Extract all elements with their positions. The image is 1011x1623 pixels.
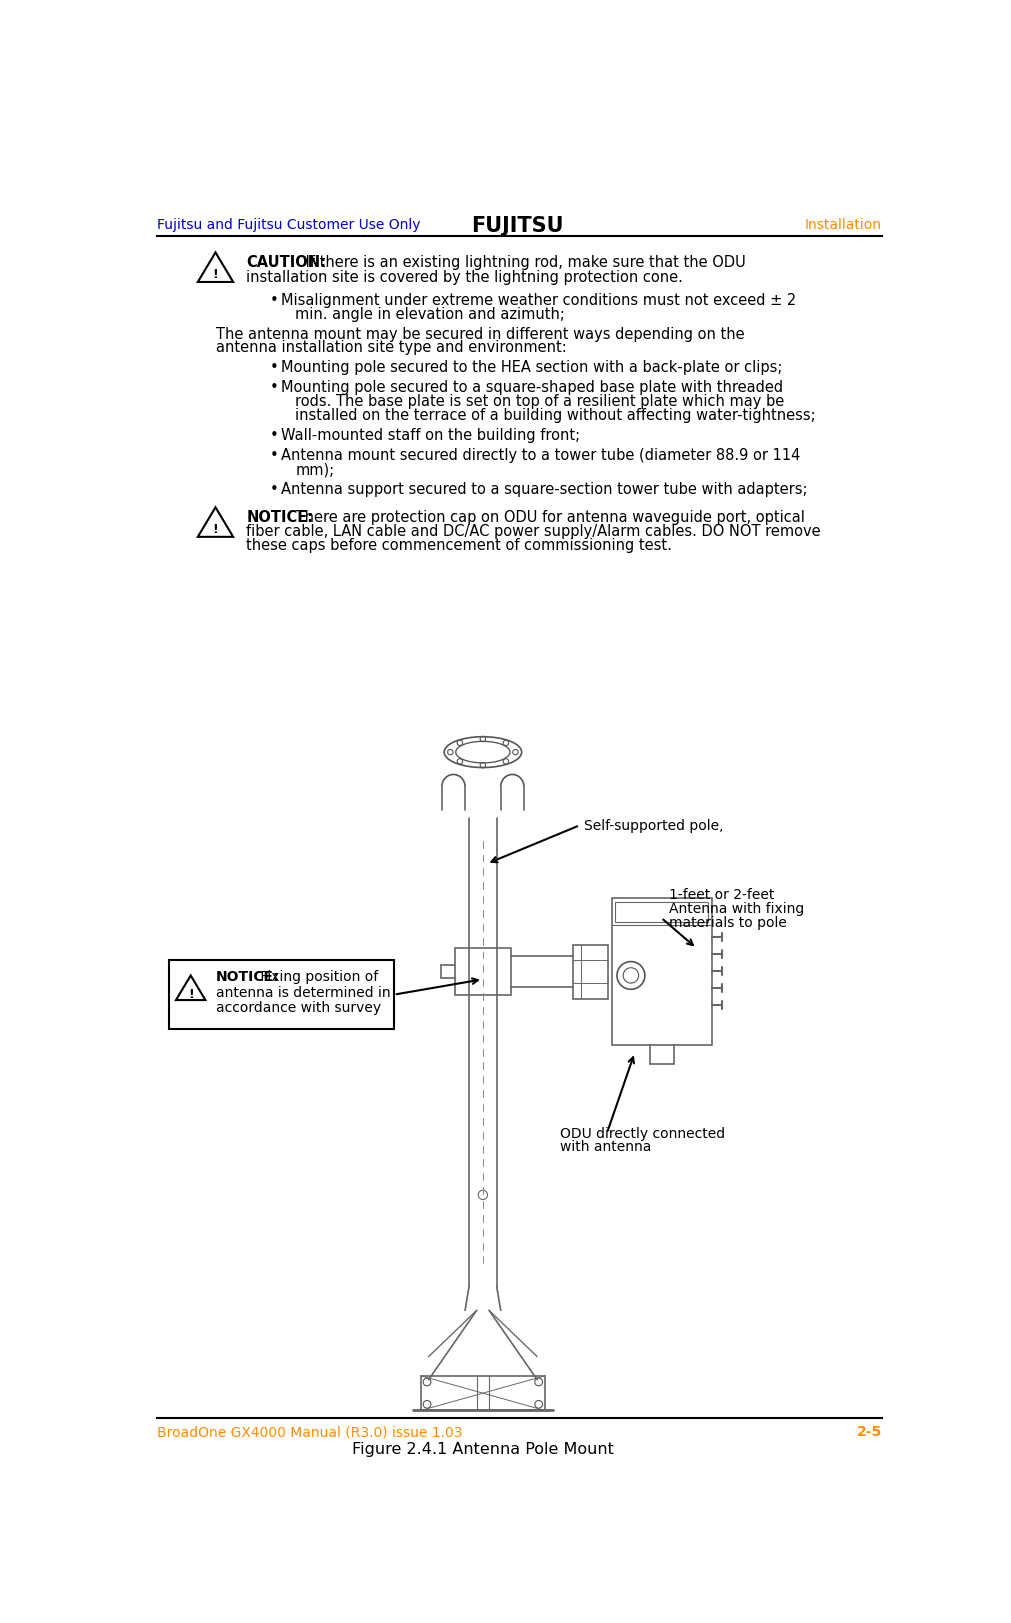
Text: materials to pole: materials to pole (669, 915, 787, 928)
Text: There are protection cap on ODU for antenna waveguide port, optical: There are protection cap on ODU for ante… (291, 510, 805, 524)
Text: NOTICE:: NOTICE: (215, 969, 279, 984)
Text: 2-5: 2-5 (856, 1425, 882, 1438)
Text: mm);: mm); (295, 463, 335, 477)
Text: FUJITSU: FUJITSU (471, 216, 564, 237)
Text: •: • (270, 292, 278, 307)
Text: •: • (270, 360, 278, 375)
Text: Antenna support secured to a square-section tower tube with adapters;: Antenna support secured to a square-sect… (281, 482, 808, 497)
Bar (169, 961, 393, 1029)
Text: NOTICE:: NOTICE: (247, 510, 313, 524)
Text: antenna installation site type and environment:: antenna installation site type and envir… (215, 341, 566, 355)
Text: •: • (270, 428, 278, 443)
Text: •: • (270, 380, 278, 396)
Text: ODU directly connected: ODU directly connected (560, 1126, 726, 1139)
Text: Misalignment under extreme weather conditions must not exceed ± 2: Misalignment under extreme weather condi… (281, 292, 797, 307)
Text: BroadOne GX4000 Manual (R3.0) issue 1.03: BroadOne GX4000 Manual (R3.0) issue 1.03 (158, 1425, 463, 1438)
Text: Installation: Installation (805, 217, 882, 232)
Text: •: • (270, 448, 278, 463)
Bar (573, 945, 608, 998)
Text: !: ! (188, 987, 193, 1000)
Text: installation site is covered by the lightning protection cone.: installation site is covered by the ligh… (247, 269, 683, 284)
Bar (455, 949, 511, 995)
Text: •: • (270, 482, 278, 497)
Text: min. angle in elevation and azimuth;: min. angle in elevation and azimuth; (295, 307, 565, 321)
Text: these caps before commencement of commissioning test.: these caps before commencement of commis… (247, 537, 672, 552)
Text: Mounting pole secured to a square-shaped base plate with threaded: Mounting pole secured to a square-shaped… (281, 380, 784, 396)
Bar (421, 1376, 545, 1410)
Text: CAUTION:: CAUTION: (247, 255, 327, 269)
Text: Antenna with fixing: Antenna with fixing (669, 901, 804, 915)
Text: accordance with survey: accordance with survey (215, 1000, 380, 1014)
Text: Figure 2.4.1 Antenna Pole Mount: Figure 2.4.1 Antenna Pole Mount (352, 1441, 614, 1456)
Text: The antenna mount may be secured in different ways depending on the: The antenna mount may be secured in diff… (215, 326, 744, 341)
Text: 1-feet or 2-feet: 1-feet or 2-feet (669, 888, 774, 901)
Text: with antenna: with antenna (560, 1139, 652, 1154)
Text: installed on the terrace of a building without affecting water-tightness;: installed on the terrace of a building w… (295, 407, 816, 424)
Text: !: ! (212, 523, 218, 536)
Text: Antenna mount secured directly to a tower tube (diameter 88.9 or 114: Antenna mount secured directly to a towe… (281, 448, 801, 463)
Text: Fixing position of: Fixing position of (256, 969, 378, 984)
Text: fiber cable, LAN cable and DC/AC power supply/Alarm cables. DO NOT remove: fiber cable, LAN cable and DC/AC power s… (247, 523, 821, 539)
Bar (616, 902, 709, 922)
Text: Mounting pole secured to the HEA section with a back-plate or clips;: Mounting pole secured to the HEA section… (281, 360, 783, 375)
Bar (612, 899, 713, 1045)
Text: Wall-mounted staff on the building front;: Wall-mounted staff on the building front… (281, 428, 580, 443)
Text: If there is an existing lightning rod, make sure that the ODU: If there is an existing lightning rod, m… (300, 255, 745, 269)
Text: rods. The base plate is set on top of a resilient plate which may be: rods. The base plate is set on top of a … (295, 394, 785, 409)
Text: antenna is determined in: antenna is determined in (215, 985, 390, 1000)
Text: !: ! (212, 268, 218, 281)
Text: Self-supported pole,: Self-supported pole, (583, 818, 723, 833)
Text: Fujitsu and Fujitsu Customer Use Only: Fujitsu and Fujitsu Customer Use Only (158, 217, 421, 232)
